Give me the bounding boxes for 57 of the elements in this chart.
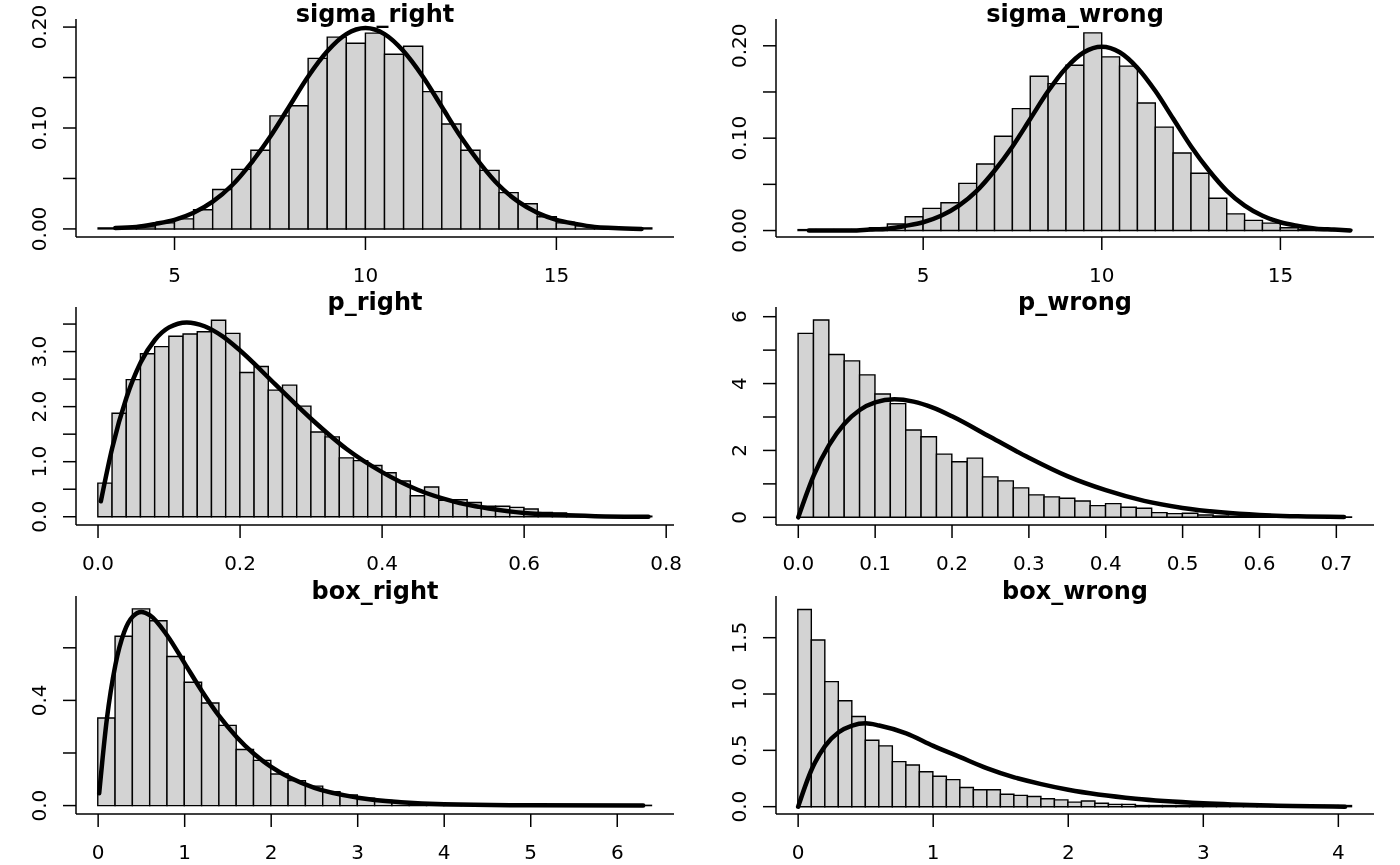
chart-title: sigma_right (294, 0, 456, 28)
x-tick-label: 0.0 (782, 551, 815, 576)
chart-title: p_wrong (1017, 288, 1133, 317)
x-tick-label: 15 (1267, 263, 1294, 287)
chart-title: box_wrong (1001, 576, 1149, 605)
y-tick-label: 0 (727, 511, 751, 525)
y-tick-label: 0.00 (727, 208, 751, 253)
x-tick-label: 10 (352, 263, 379, 287)
y-tick-label: 3.0 (27, 336, 51, 368)
y-tick-label: 0.4 (27, 684, 51, 716)
y-tick-label: 1.0 (727, 677, 751, 710)
y-tick-label: 0.0 (727, 790, 751, 823)
x-tick-label: 5 (916, 263, 930, 287)
x-tick-label: 3 (351, 839, 365, 864)
y-tick-label: 2 (727, 444, 751, 458)
x-tick-label: 1 (926, 839, 940, 864)
x-tick-label: 5 (168, 263, 181, 287)
x-tick-label: 15 (543, 263, 570, 287)
x-tick-label: 0.8 (650, 551, 683, 576)
y-tick-label: 4 (727, 377, 751, 391)
y-tick-label: 0.5 (727, 734, 751, 766)
x-tick-label: 0.5 (1166, 551, 1199, 576)
y-tick-label: 0.10 (27, 105, 51, 151)
x-tick-label: 0.7 (1320, 551, 1353, 576)
y-tick-label: 2.0 (27, 391, 51, 423)
x-tick-label: 0.2 (936, 551, 968, 576)
x-tick-label: 5 (524, 839, 538, 864)
chart-title: p_right (326, 288, 424, 317)
x-tick-label: 0.6 (1243, 551, 1276, 576)
y-tick-label: 0.10 (727, 115, 751, 161)
y-tick-label: 1.0 (27, 446, 51, 478)
y-tick-label: 0.20 (27, 4, 51, 50)
x-tick-label: 0.3 (1012, 551, 1045, 576)
y-tick-label: 0.20 (727, 23, 751, 69)
x-tick-label: 4 (437, 839, 451, 864)
x-tick-label: 0.4 (1089, 551, 1122, 576)
y-tick-label: 0.0 (27, 789, 51, 822)
x-tick-label: 1 (178, 839, 192, 864)
y-tick-label: 0.00 (27, 206, 51, 252)
x-tick-label: 6 (610, 839, 624, 864)
x-tick-label: 0.2 (224, 551, 256, 576)
x-tick-label: 10 (1089, 263, 1115, 287)
x-tick-label: 0.4 (366, 551, 399, 576)
x-tick-label: 3 (1196, 839, 1210, 864)
y-tick-label: 1.5 (727, 621, 751, 654)
chart-title: box_right (310, 576, 440, 605)
chart-title: sigma_wrong (985, 0, 1165, 28)
x-tick-label: 0.0 (82, 551, 114, 576)
y-tick-label: 0.0 (27, 501, 51, 533)
x-tick-label: 2 (264, 839, 278, 864)
x-tick-label: 2 (1061, 839, 1075, 864)
x-tick-label: 0.6 (508, 551, 541, 576)
x-tick-label: 0 (791, 839, 805, 864)
x-tick-label: 0 (91, 839, 105, 864)
x-tick-label: 0.1 (859, 551, 892, 576)
y-tick-label: 6 (727, 310, 751, 324)
x-tick-label: 4 (1331, 839, 1345, 864)
